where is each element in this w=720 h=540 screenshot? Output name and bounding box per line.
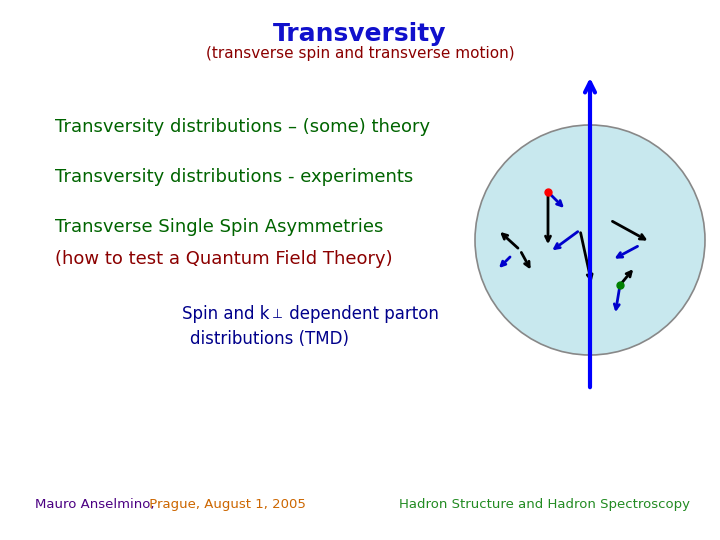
Text: Transversity distributions – (some) theory: Transversity distributions – (some) theo… xyxy=(55,118,430,136)
Text: dependent parton: dependent parton xyxy=(284,305,439,323)
Text: ⊥: ⊥ xyxy=(272,308,283,321)
Text: Mauro Anselmino,: Mauro Anselmino, xyxy=(35,498,155,511)
Ellipse shape xyxy=(475,125,705,355)
Text: (how to test a Quantum Field Theory): (how to test a Quantum Field Theory) xyxy=(55,250,392,268)
Text: Transversity: Transversity xyxy=(274,22,446,46)
Text: Transversity distributions - experiments: Transversity distributions - experiments xyxy=(55,168,413,186)
Text: distributions (TMD): distributions (TMD) xyxy=(191,330,349,348)
Text: Spin and k: Spin and k xyxy=(182,305,270,323)
Text: Transverse Single Spin Asymmetries: Transverse Single Spin Asymmetries xyxy=(55,218,383,236)
Text: Hadron Structure and Hadron Spectroscopy: Hadron Structure and Hadron Spectroscopy xyxy=(399,498,690,511)
Text: (transverse spin and transverse motion): (transverse spin and transverse motion) xyxy=(206,46,514,61)
Text: Prague, August 1, 2005: Prague, August 1, 2005 xyxy=(145,498,306,511)
